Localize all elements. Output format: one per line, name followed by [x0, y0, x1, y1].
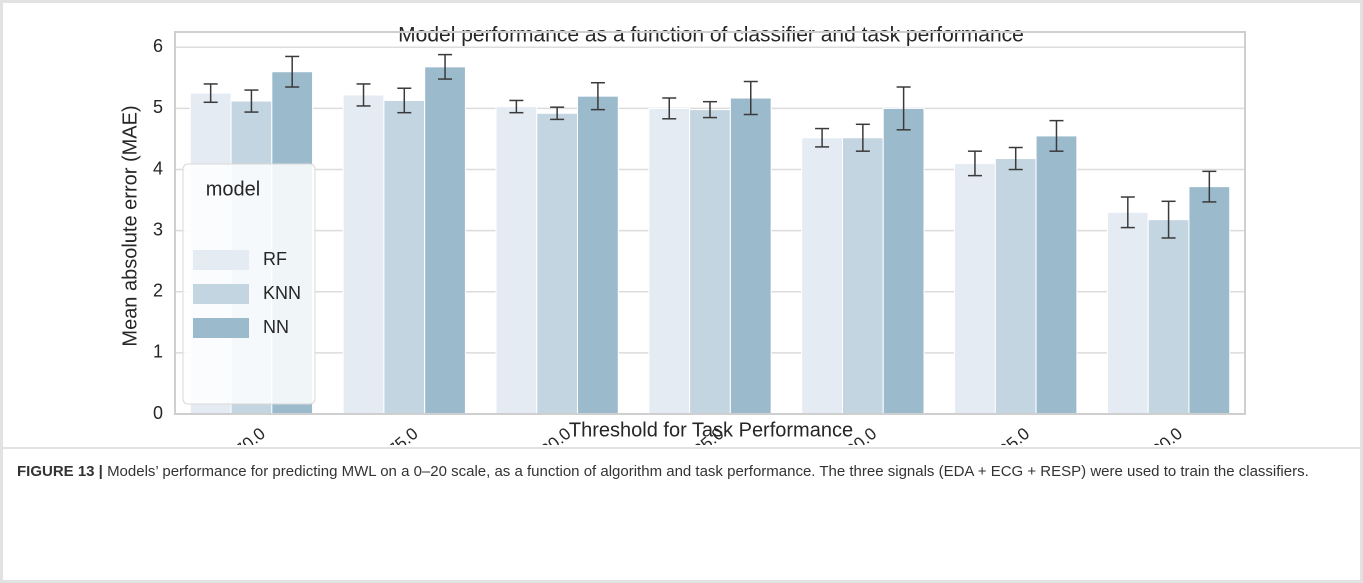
bar: [424, 66, 466, 415]
error-bar: [896, 86, 911, 131]
error-bar: [1008, 146, 1023, 171]
legend-label: KNN: [263, 283, 301, 303]
bar: [729, 97, 772, 415]
separator: [3, 447, 1360, 449]
bar: [1106, 211, 1149, 415]
error-bar: [438, 53, 453, 80]
chart: Model performance as a function of class…: [119, 24, 1246, 466]
bar: [841, 137, 884, 415]
x-tick-label: 75.0: [384, 424, 422, 445]
legend-swatch: [193, 284, 249, 304]
x-tick-label: 70.0: [231, 424, 269, 445]
error-bar: [815, 127, 830, 148]
legend-label: NN: [263, 317, 289, 337]
legend-title: model: [206, 178, 260, 200]
y-axis-label: Mean absolute error (MAE): [119, 105, 141, 346]
bar: [577, 95, 619, 415]
y-tick-label: 4: [153, 158, 163, 178]
caption: FIGURE 13 | Models’ performance for pred…: [17, 460, 1342, 484]
x-tick-label: 95.0: [996, 424, 1034, 445]
error-bar: [1161, 200, 1176, 239]
error-bar: [285, 55, 300, 88]
error-bar: [590, 81, 605, 111]
error-bar: [509, 99, 524, 114]
bar: [648, 107, 691, 415]
error-bar: [967, 150, 982, 177]
caption-text: Models’ performance for predicting MWL o…: [107, 463, 1309, 480]
error-bar: [356, 83, 371, 107]
error-bar: [1202, 170, 1217, 203]
y-tick-label: 0: [153, 403, 163, 423]
error-bar: [1049, 119, 1064, 152]
y-tick-label: 5: [153, 97, 163, 117]
legend-label: RF: [263, 249, 287, 269]
error-bar: [550, 106, 565, 121]
y-tick-label: 2: [153, 281, 163, 301]
caption-label: FIGURE 13 |: [17, 463, 103, 480]
y-tick-label: 6: [153, 36, 163, 56]
bar: [882, 107, 925, 415]
chart-title: Model performance as a function of class…: [398, 24, 1024, 47]
bar: [1147, 219, 1190, 415]
bar: [689, 109, 731, 415]
bar: [1188, 186, 1231, 415]
plot-frame: [174, 31, 1246, 415]
error-bar: [244, 89, 259, 113]
bar: [801, 137, 843, 415]
bar: [1035, 135, 1078, 415]
bar: [495, 106, 538, 415]
x-tick-label: 100.0: [1141, 424, 1186, 445]
bar: [536, 112, 579, 415]
y-tick-label: 1: [153, 342, 163, 362]
bar: [994, 158, 1037, 415]
legend-swatch: [193, 250, 249, 270]
bar: [383, 99, 426, 415]
y-tick-label: 3: [153, 219, 163, 239]
bar: [954, 162, 996, 415]
x-axis-label: Threshold for Task Performance: [569, 419, 853, 441]
error-bar: [662, 97, 677, 120]
legend-swatch: [193, 318, 249, 338]
error-bar: [397, 87, 412, 114]
error-bar: [703, 100, 717, 119]
error-bar: [743, 80, 758, 116]
error-bar: [1120, 196, 1135, 229]
error-bar: [855, 123, 870, 152]
error-bar: [203, 83, 218, 104]
bar: [342, 94, 385, 415]
